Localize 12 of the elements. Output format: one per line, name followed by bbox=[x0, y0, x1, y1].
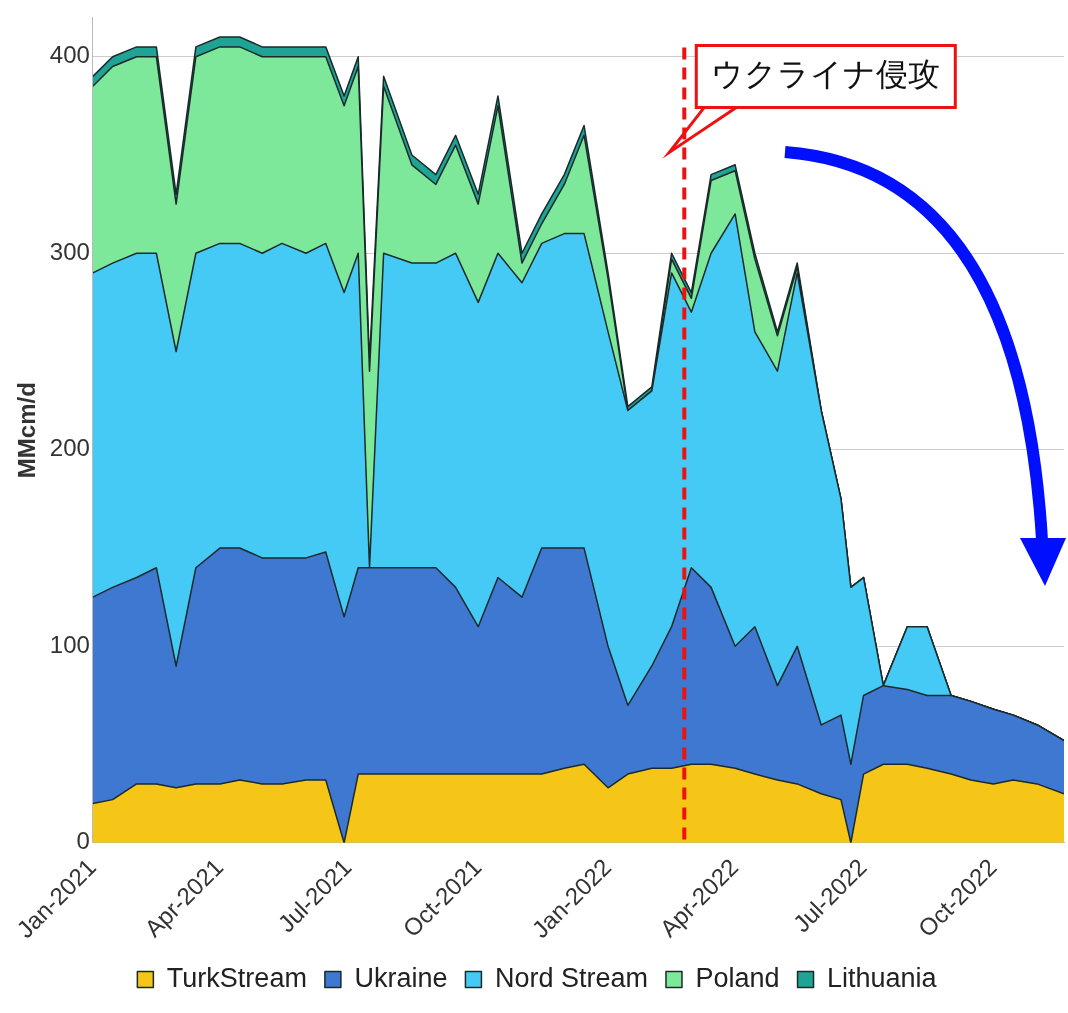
y-axis-title: MMcm/d bbox=[13, 382, 41, 479]
y-tick-label: 0 bbox=[76, 827, 90, 855]
ref-line-label: ウクライナ侵攻 bbox=[711, 54, 941, 93]
legend-label: Lithuania bbox=[827, 962, 938, 993]
legend-label: Ukraine bbox=[354, 962, 448, 993]
legend-label: TurkStream bbox=[166, 962, 307, 993]
y-tick-label: 400 bbox=[49, 41, 90, 69]
y-tick-label: 100 bbox=[49, 630, 90, 658]
y-tick-label: 200 bbox=[49, 434, 90, 462]
y-tick-label: 300 bbox=[49, 237, 90, 265]
legend-label: Nord Stream bbox=[494, 962, 648, 993]
legend-label: Poland bbox=[695, 962, 780, 993]
